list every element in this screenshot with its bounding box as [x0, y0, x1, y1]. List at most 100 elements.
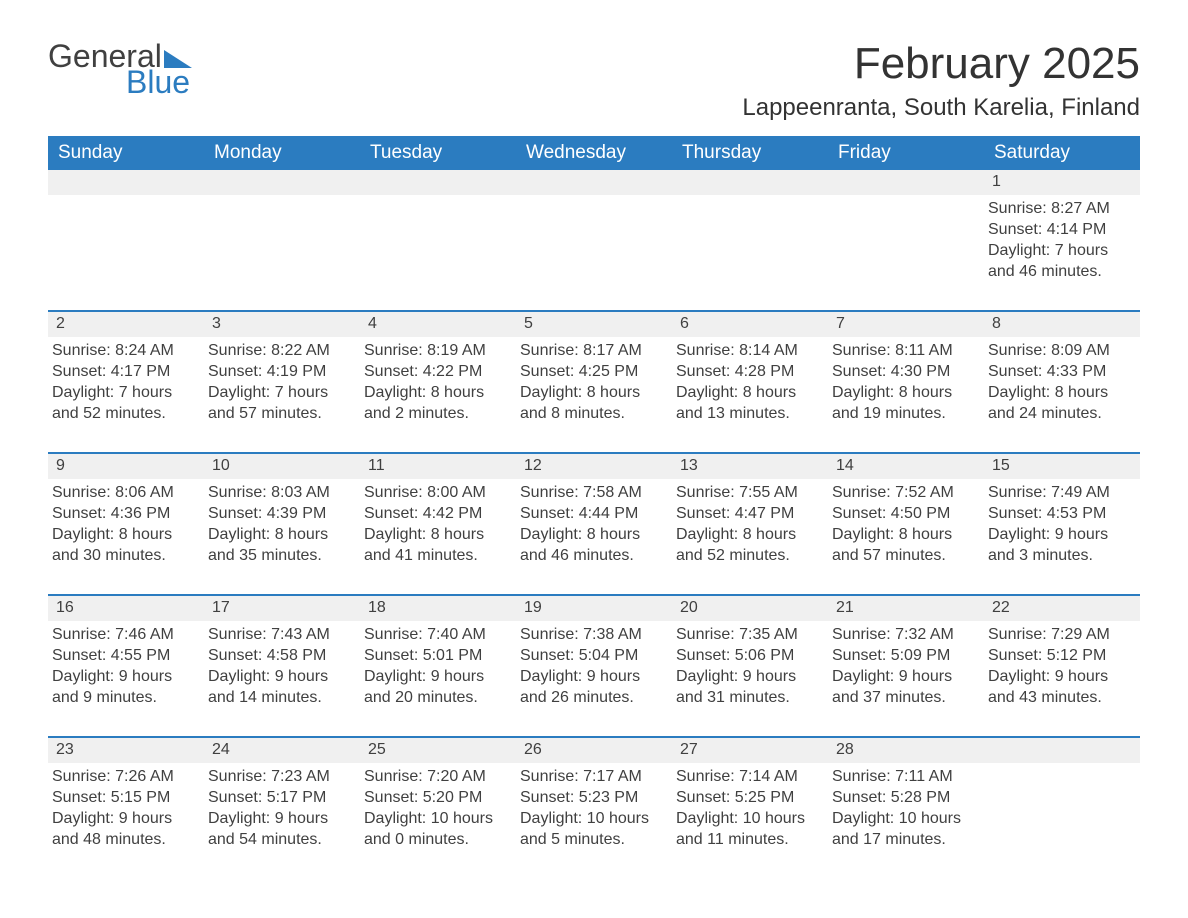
- daylight-line-2: and 17 minutes.: [832, 830, 976, 851]
- daylight-line-2: and 43 minutes.: [988, 688, 1132, 709]
- sunset-line: Sunset: 4:47 PM: [676, 504, 820, 525]
- daylight-line-2: and 2 minutes.: [364, 404, 508, 425]
- sunset-line: Sunset: 4:58 PM: [208, 646, 352, 667]
- weekday-header: Monday: [204, 136, 360, 170]
- day-content-cell: Sunrise: 8:00 AMSunset: 4:42 PMDaylight:…: [360, 479, 516, 595]
- day-number-cell: 11: [360, 453, 516, 479]
- day-content-row: Sunrise: 7:26 AMSunset: 5:15 PMDaylight:…: [48, 763, 1140, 878]
- sunrise-line: Sunrise: 7:29 AM: [988, 625, 1132, 646]
- day-info: Sunrise: 7:38 AMSunset: 5:04 PMDaylight:…: [516, 621, 672, 708]
- daylight-line-1: Daylight: 9 hours: [832, 667, 976, 688]
- day-info: Sunrise: 8:17 AMSunset: 4:25 PMDaylight:…: [516, 337, 672, 424]
- day-content-cell: [984, 763, 1140, 878]
- day-info: Sunrise: 7:52 AMSunset: 4:50 PMDaylight:…: [828, 479, 984, 566]
- day-info: Sunrise: 7:14 AMSunset: 5:25 PMDaylight:…: [672, 763, 828, 850]
- daylight-line-1: Daylight: 10 hours: [832, 809, 976, 830]
- sunrise-line: Sunrise: 8:17 AM: [520, 341, 664, 362]
- calendar-table: SundayMondayTuesdayWednesdayThursdayFrid…: [48, 136, 1140, 878]
- daylight-line-2: and 30 minutes.: [52, 546, 196, 567]
- day-number-cell: 19: [516, 595, 672, 621]
- day-content-cell: Sunrise: 7:32 AMSunset: 5:09 PMDaylight:…: [828, 621, 984, 737]
- daylight-line-1: Daylight: 8 hours: [520, 525, 664, 546]
- daylight-line-1: Daylight: 8 hours: [208, 525, 352, 546]
- sunrise-line: Sunrise: 8:03 AM: [208, 483, 352, 504]
- daylight-line-1: Daylight: 9 hours: [988, 525, 1132, 546]
- day-content-cell: Sunrise: 7:58 AMSunset: 4:44 PMDaylight:…: [516, 479, 672, 595]
- daylight-line-2: and 31 minutes.: [676, 688, 820, 709]
- day-number-cell: 6: [672, 311, 828, 337]
- sunrise-line: Sunrise: 7:14 AM: [676, 767, 820, 788]
- sunset-line: Sunset: 4:30 PM: [832, 362, 976, 383]
- day-info: Sunrise: 7:17 AMSunset: 5:23 PMDaylight:…: [516, 763, 672, 850]
- sunset-line: Sunset: 5:01 PM: [364, 646, 508, 667]
- day-info: Sunrise: 8:19 AMSunset: 4:22 PMDaylight:…: [360, 337, 516, 424]
- day-number-cell: [204, 170, 360, 195]
- daylight-line-2: and 3 minutes.: [988, 546, 1132, 567]
- day-info: Sunrise: 7:23 AMSunset: 5:17 PMDaylight:…: [204, 763, 360, 850]
- day-content-cell: [48, 195, 204, 311]
- day-number-cell: 15: [984, 453, 1140, 479]
- day-number-cell: 7: [828, 311, 984, 337]
- day-number-cell: 22: [984, 595, 1140, 621]
- sunrise-line: Sunrise: 7:26 AM: [52, 767, 196, 788]
- sunrise-line: Sunrise: 7:38 AM: [520, 625, 664, 646]
- day-info: Sunrise: 8:27 AMSunset: 4:14 PMDaylight:…: [984, 195, 1140, 282]
- sunset-line: Sunset: 4:14 PM: [988, 220, 1132, 241]
- day-content-cell: Sunrise: 7:52 AMSunset: 4:50 PMDaylight:…: [828, 479, 984, 595]
- sunset-line: Sunset: 4:28 PM: [676, 362, 820, 383]
- daylight-line-2: and 11 minutes.: [676, 830, 820, 851]
- daylight-line-1: Daylight: 8 hours: [832, 525, 976, 546]
- day-number-cell: 10: [204, 453, 360, 479]
- day-content-cell: Sunrise: 7:38 AMSunset: 5:04 PMDaylight:…: [516, 621, 672, 737]
- sunset-line: Sunset: 5:28 PM: [832, 788, 976, 809]
- day-content-cell: Sunrise: 7:11 AMSunset: 5:28 PMDaylight:…: [828, 763, 984, 878]
- daylight-line-2: and 52 minutes.: [676, 546, 820, 567]
- daylight-line-2: and 24 minutes.: [988, 404, 1132, 425]
- daylight-line-2: and 9 minutes.: [52, 688, 196, 709]
- weekday-header: Tuesday: [360, 136, 516, 170]
- sunrise-line: Sunrise: 8:27 AM: [988, 199, 1132, 220]
- day-number-cell: 20: [672, 595, 828, 621]
- sunrise-line: Sunrise: 7:35 AM: [676, 625, 820, 646]
- day-info: Sunrise: 7:32 AMSunset: 5:09 PMDaylight:…: [828, 621, 984, 708]
- day-number-row: 9101112131415: [48, 453, 1140, 479]
- day-content-row: Sunrise: 8:24 AMSunset: 4:17 PMDaylight:…: [48, 337, 1140, 453]
- day-content-cell: Sunrise: 7:26 AMSunset: 5:15 PMDaylight:…: [48, 763, 204, 878]
- sunset-line: Sunset: 4:33 PM: [988, 362, 1132, 383]
- day-content-cell: Sunrise: 8:17 AMSunset: 4:25 PMDaylight:…: [516, 337, 672, 453]
- sunset-line: Sunset: 4:44 PM: [520, 504, 664, 525]
- day-content-cell: Sunrise: 7:17 AMSunset: 5:23 PMDaylight:…: [516, 763, 672, 878]
- day-number-cell: 8: [984, 311, 1140, 337]
- day-info: Sunrise: 7:49 AMSunset: 4:53 PMDaylight:…: [984, 479, 1140, 566]
- day-content-cell: Sunrise: 7:46 AMSunset: 4:55 PMDaylight:…: [48, 621, 204, 737]
- day-content-cell: [360, 195, 516, 311]
- daylight-line-1: Daylight: 10 hours: [364, 809, 508, 830]
- sunrise-line: Sunrise: 8:24 AM: [52, 341, 196, 362]
- day-info: Sunrise: 7:43 AMSunset: 4:58 PMDaylight:…: [204, 621, 360, 708]
- day-number-cell: [672, 170, 828, 195]
- day-content-cell: Sunrise: 7:14 AMSunset: 5:25 PMDaylight:…: [672, 763, 828, 878]
- day-number-cell: [516, 170, 672, 195]
- day-content-cell: Sunrise: 7:20 AMSunset: 5:20 PMDaylight:…: [360, 763, 516, 878]
- day-content-cell: Sunrise: 8:03 AMSunset: 4:39 PMDaylight:…: [204, 479, 360, 595]
- day-info: Sunrise: 7:29 AMSunset: 5:12 PMDaylight:…: [984, 621, 1140, 708]
- daylight-line-1: Daylight: 8 hours: [364, 383, 508, 404]
- sunrise-line: Sunrise: 7:55 AM: [676, 483, 820, 504]
- daylight-line-2: and 26 minutes.: [520, 688, 664, 709]
- daylight-line-1: Daylight: 9 hours: [52, 809, 196, 830]
- day-content-cell: [672, 195, 828, 311]
- daylight-line-1: Daylight: 9 hours: [364, 667, 508, 688]
- sunrise-line: Sunrise: 7:52 AM: [832, 483, 976, 504]
- day-number-cell: 27: [672, 737, 828, 763]
- sunset-line: Sunset: 5:25 PM: [676, 788, 820, 809]
- daylight-line-2: and 46 minutes.: [988, 262, 1132, 283]
- daylight-line-1: Daylight: 10 hours: [676, 809, 820, 830]
- day-number-cell: 5: [516, 311, 672, 337]
- day-content-cell: Sunrise: 7:40 AMSunset: 5:01 PMDaylight:…: [360, 621, 516, 737]
- weekday-header-row: SundayMondayTuesdayWednesdayThursdayFrid…: [48, 136, 1140, 170]
- day-content-row: Sunrise: 7:46 AMSunset: 4:55 PMDaylight:…: [48, 621, 1140, 737]
- day-number-cell: 18: [360, 595, 516, 621]
- sunrise-line: Sunrise: 8:11 AM: [832, 341, 976, 362]
- day-number-cell: 17: [204, 595, 360, 621]
- sunrise-line: Sunrise: 7:32 AM: [832, 625, 976, 646]
